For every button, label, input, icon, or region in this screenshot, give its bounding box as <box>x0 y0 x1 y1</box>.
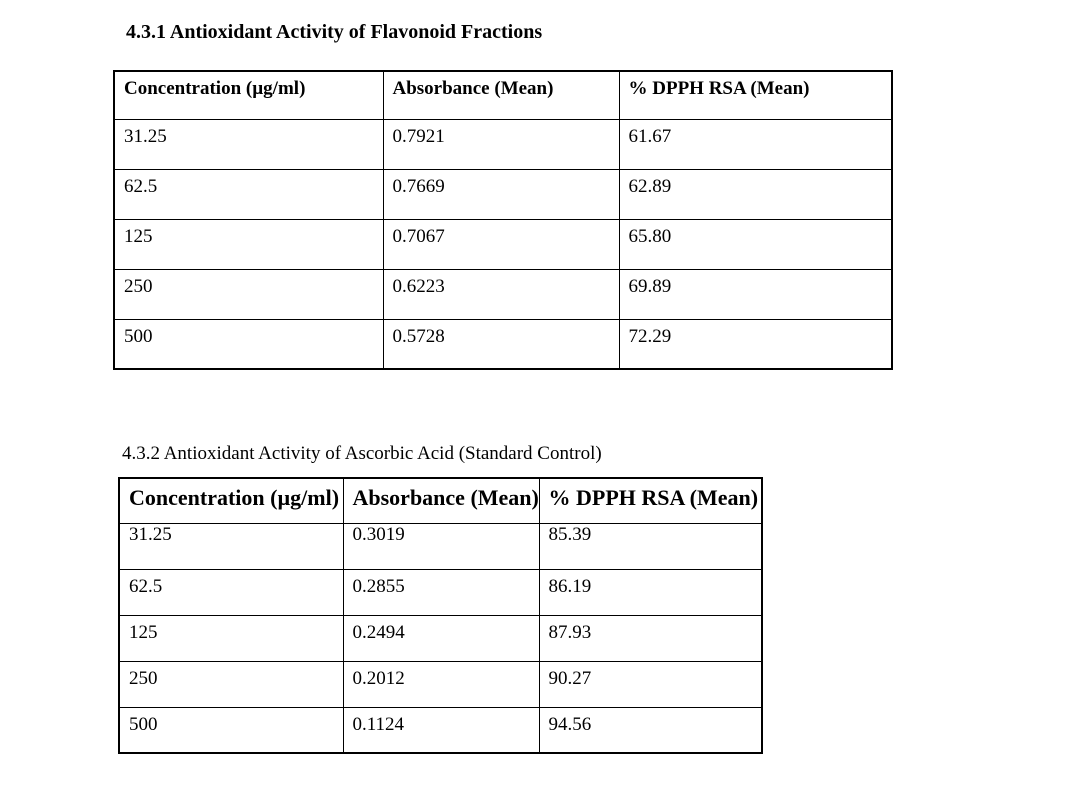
table-cell: 125 <box>118 614 344 662</box>
table-cell: 0.2494 <box>342 614 540 662</box>
table-row: 500 0.5728 72.29 <box>113 318 893 370</box>
table-cell: 87.93 <box>538 614 763 662</box>
table-cell: 31.25 <box>113 118 384 170</box>
table-row: 250 0.2012 90.27 <box>118 660 763 708</box>
table-cell: 0.2855 <box>342 568 540 616</box>
table-cell: 85.39 <box>538 522 763 570</box>
column-header: Concentration (µg/ml) <box>118 477 344 524</box>
table-header-row: Concentration (µg/ml) Absorbance (Mean)% … <box>118 477 763 524</box>
table-cell: 0.5728 <box>382 318 620 370</box>
column-header: Concentration (µg/ml) <box>113 70 384 120</box>
table-cell: 0.6223 <box>382 268 620 320</box>
table-header-row: Concentration (µg/ml) Absorbance (Mean)% … <box>113 70 893 120</box>
table-row: 125 0.7067 65.80 <box>113 218 893 270</box>
table-cell: 62.5 <box>118 568 344 616</box>
table-cell: 0.1124 <box>342 706 540 754</box>
column-header: % DPPH RSA (Mean) <box>618 70 893 120</box>
table-row: 250 0.6223 69.89 <box>113 268 893 320</box>
table-cell: 0.3019 <box>342 522 540 570</box>
table-row: 31.25 0.7921 61.67 <box>113 118 893 170</box>
table-cell: 500 <box>113 318 384 370</box>
ascorbic-acid-activity-table: Concentration (µg/ml) Absorbance (Mean)% … <box>118 477 763 754</box>
table-cell: 0.7921 <box>382 118 620 170</box>
table-cell: 65.80 <box>618 218 893 270</box>
table-cell: 250 <box>118 660 344 708</box>
table-cell: 31.25 <box>118 522 344 570</box>
column-header: Absorbance (Mean) <box>382 70 620 120</box>
table-row: 62.5 0.7669 62.89 <box>113 168 893 220</box>
section-heading-432: 4.3.2 Antioxidant Activity of Ascorbic A… <box>122 443 602 464</box>
table-cell: 0.7669 <box>382 168 620 220</box>
table-cell: 86.19 <box>538 568 763 616</box>
table-cell: 125 <box>113 218 384 270</box>
table-row: 125 0.2494 87.93 <box>118 614 763 662</box>
table-cell: 62.89 <box>618 168 893 220</box>
table-cell: 69.89 <box>618 268 893 320</box>
table-cell: 61.67 <box>618 118 893 170</box>
column-header: Absorbance (Mean) <box>342 477 540 524</box>
table-row: 62.5 0.2855 86.19 <box>118 568 763 616</box>
table-row: 500 0.1124 94.56 <box>118 706 763 754</box>
table-cell: 0.7067 <box>382 218 620 270</box>
table-cell: 90.27 <box>538 660 763 708</box>
table-cell: 72.29 <box>618 318 893 370</box>
table-cell: 500 <box>118 706 344 754</box>
table-cell: 0.2012 <box>342 660 540 708</box>
table-cell: 94.56 <box>538 706 763 754</box>
column-header: % DPPH RSA (Mean) <box>538 477 763 524</box>
table-row: 31.25 0.3019 85.39 <box>118 522 763 570</box>
flavonoid-activity-table: Concentration (µg/ml) Absorbance (Mean)% … <box>113 70 893 370</box>
table-cell: 62.5 <box>113 168 384 220</box>
table-cell: 250 <box>113 268 384 320</box>
section-heading-431: 4.3.1 Antioxidant Activity of Flavonoid … <box>126 21 543 43</box>
